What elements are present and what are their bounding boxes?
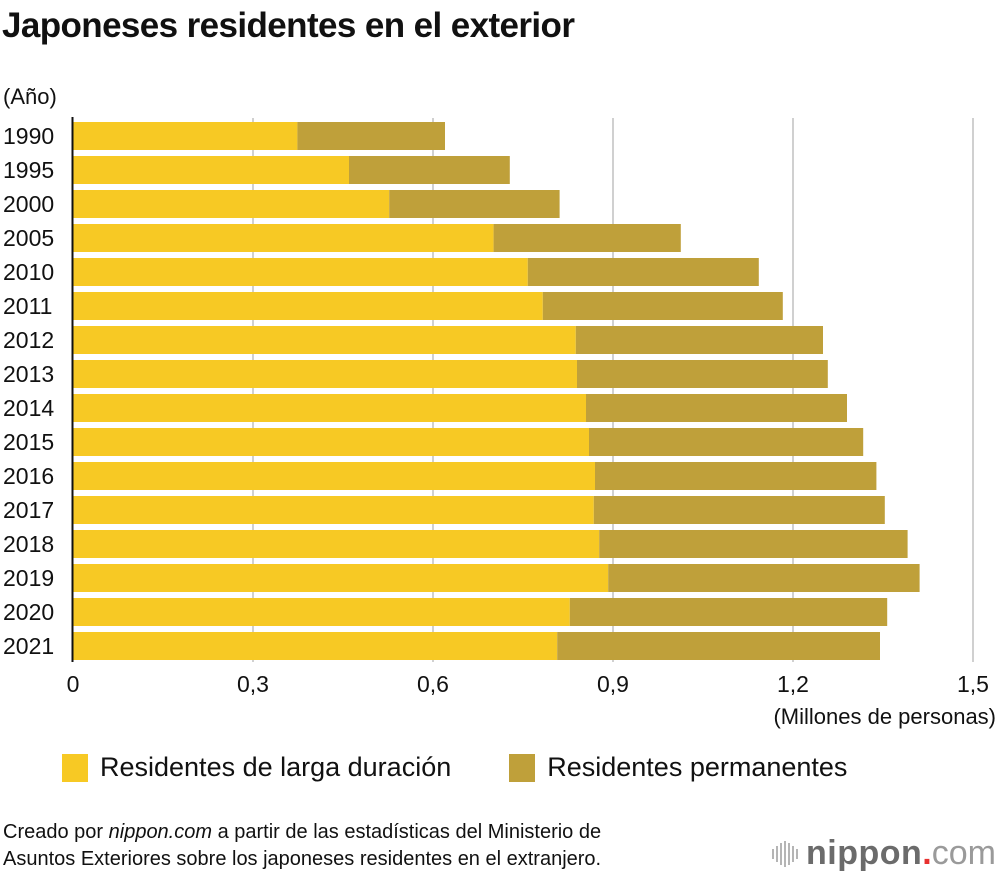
sound-bars-icon [772, 840, 798, 867]
y-tick-label: 2011 [3, 293, 52, 319]
nippon-logo: nippon. com [772, 834, 996, 873]
bar-permanent [542, 292, 783, 320]
y-tick-label: 2014 [3, 395, 54, 421]
bar-long-term [73, 394, 586, 422]
legend-item-long-term: Residentes de larga duración [62, 752, 451, 783]
y-tick-label: 1995 [3, 157, 54, 183]
y-tick-label: 2016 [3, 463, 54, 489]
y-tick-label: 2020 [3, 599, 54, 625]
bar-long-term [73, 598, 570, 626]
bar-permanent [593, 496, 885, 524]
y-tick-label: 2012 [3, 327, 54, 353]
x-tick-label: 1,2 [777, 671, 809, 697]
bar-permanent [589, 428, 864, 456]
legend-swatch-permanent [509, 753, 536, 782]
x-tick-label: 0,9 [597, 671, 629, 697]
y-tick-label: 2005 [3, 225, 54, 251]
legend-label-permanent: Residentes permanentes [547, 752, 848, 782]
y-tick-label: 2017 [3, 497, 54, 523]
bar-permanent [599, 530, 908, 558]
bar-permanent [586, 394, 847, 422]
bar-permanent [527, 258, 759, 286]
bar-long-term [73, 462, 595, 490]
bar-permanent [608, 564, 920, 592]
y-tick-labels: 1990 1995 2000 2005 2010 2011 2012 2013 2014 2015… [3, 123, 54, 659]
y-tick-label: 2021 [3, 633, 54, 659]
y-tick-label: 1990 [3, 123, 54, 149]
x-tick-label: 1,5 [957, 671, 989, 697]
bar-permanent [493, 224, 681, 252]
y-tick-label: 2018 [3, 531, 54, 557]
bar-long-term [73, 190, 390, 218]
bar-long-term [73, 326, 576, 354]
bar-long-term [73, 156, 349, 184]
y-tick-label: 2010 [3, 259, 54, 285]
bar-long-term [73, 224, 494, 252]
chart-title: Japoneses residentes en el exterior [2, 6, 575, 45]
y-tick-label: 2019 [3, 565, 54, 591]
bar-long-term [73, 530, 600, 558]
y-tick-label: 2000 [3, 191, 54, 217]
legend-swatch-long-term [62, 753, 88, 782]
logo-tld: com [931, 834, 996, 872]
bar-permanent [569, 598, 888, 626]
x-tick-labels: 0 0,3 0,6 0,9 1,2 1,5 [67, 671, 989, 697]
source-brand: nippon.com [108, 821, 213, 843]
bar-permanent [389, 190, 560, 218]
x-tick-label: 0 [67, 671, 80, 697]
bar-permanent [557, 632, 880, 660]
bar-permanent [577, 360, 828, 388]
bar-long-term [73, 258, 528, 286]
source-note: Creado por nippon.com a partir de las es… [3, 819, 601, 873]
logo-dot: . [922, 834, 932, 872]
bar-long-term [73, 122, 298, 150]
legend-label-long-term: Residentes de larga duración [100, 752, 452, 782]
y-axis-label: (Año) [3, 84, 57, 109]
bar-permanent [575, 326, 823, 354]
bar-long-term [73, 428, 589, 456]
source-line-2: Asuntos Exteriores sobre los japoneses r… [3, 848, 602, 870]
bars [73, 122, 920, 660]
bar-long-term [73, 632, 558, 660]
bar-long-term [73, 564, 609, 592]
source-line-1: Creado por nippon.com a partir de las es… [3, 821, 602, 843]
bar-permanent [297, 122, 445, 150]
bar-permanent [595, 462, 877, 490]
bar-long-term [73, 496, 594, 524]
x-axis-label: (Millones de personas) [773, 704, 996, 729]
legend: Residentes de larga duración Residentes … [62, 752, 847, 783]
y-tick-label: 2015 [3, 429, 54, 455]
x-tick-label: 0,3 [237, 671, 269, 697]
bar-long-term [73, 292, 543, 320]
legend-item-permanent: Residentes permanentes [509, 752, 847, 783]
bar-permanent [349, 156, 510, 184]
bar-long-term [73, 360, 577, 388]
y-tick-label: 2013 [3, 361, 54, 387]
bar-chart: 1990 1995 2000 2005 2010 2011 2012 2013 2014 2015… [3, 117, 996, 729]
x-tick-label: 0,6 [417, 671, 449, 697]
logo-name: nippon [806, 834, 923, 872]
